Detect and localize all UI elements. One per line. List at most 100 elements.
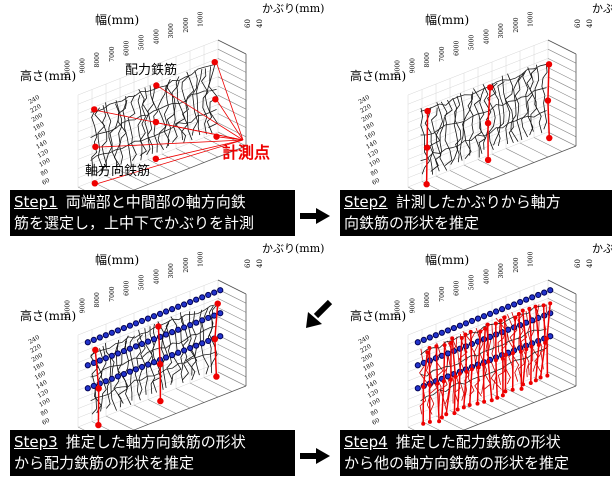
grid-line xyxy=(204,378,232,392)
blue-point xyxy=(499,307,504,312)
blue-point xyxy=(151,314,156,319)
blue-point xyxy=(115,374,120,379)
width-tick-label: 5000 xyxy=(138,35,145,50)
grid-line xyxy=(218,58,246,72)
grid-line xyxy=(218,123,246,137)
width-axis-label: 幅(mm) xyxy=(95,12,139,27)
rebar xyxy=(167,79,175,146)
width-tick-label: 9000 xyxy=(79,298,86,313)
blue-point xyxy=(97,358,102,363)
width-tick-label: 2000 xyxy=(513,257,520,272)
width-tick-label: 9000 xyxy=(409,58,416,73)
blue-point xyxy=(109,330,114,335)
grid-line xyxy=(520,143,548,157)
blue-point xyxy=(445,328,450,333)
cover-tick-label: 60 xyxy=(244,19,252,28)
grid-line xyxy=(548,123,576,137)
height-tick-label: 80 xyxy=(370,408,380,418)
width-tick-label: 7000 xyxy=(439,46,446,61)
grid-line xyxy=(492,154,520,168)
blue-point xyxy=(200,295,205,300)
blue-point xyxy=(194,343,199,348)
width-tick-label: 2000 xyxy=(513,17,520,32)
rebar xyxy=(139,330,146,396)
height-tick-label: 80 xyxy=(40,168,50,178)
caption-text: 両端部と中間部の軸方向鉄 xyxy=(66,193,246,211)
grid-line xyxy=(548,354,576,368)
caption-text: 推定した軸方向鉄筋の形状 xyxy=(66,433,246,451)
grid-line xyxy=(120,411,148,425)
blue-point xyxy=(415,363,420,368)
red-point xyxy=(153,156,159,162)
blue-point xyxy=(139,364,144,369)
grid-line xyxy=(436,176,464,190)
blue-point xyxy=(176,304,181,309)
step-label: Step2 xyxy=(344,193,388,211)
blue-point xyxy=(115,351,120,356)
blue-point xyxy=(163,332,168,337)
red-point xyxy=(92,180,98,186)
width-tick-label: 1000 xyxy=(528,11,535,26)
blue-point xyxy=(518,299,523,304)
width-tick-label: 3000 xyxy=(168,23,175,38)
blue-point xyxy=(109,376,114,381)
blue-point xyxy=(163,355,168,360)
blue-point xyxy=(103,379,108,384)
caption-text: から他の軸方向鉄筋の形状を推定 xyxy=(344,454,569,472)
width-tick-label: 8000 xyxy=(424,52,431,67)
blue-point xyxy=(475,316,480,321)
blue-point xyxy=(133,367,138,372)
grid-line xyxy=(548,114,576,128)
annotation: 配力鉄筋 xyxy=(125,62,177,78)
caption-text: 計測したかぶりから軸方 xyxy=(396,193,561,211)
grid-line xyxy=(218,49,246,63)
blue-point xyxy=(445,351,450,356)
panel: 幅(mm)かぶり(mm)高さ(mm)1000090008000700060005… xyxy=(350,2,612,201)
width-axis-label: 幅(mm) xyxy=(425,252,469,267)
blue-point xyxy=(103,333,108,338)
blue-point xyxy=(169,353,174,358)
grid-line xyxy=(162,154,190,168)
blue-point xyxy=(218,288,223,293)
blue-point xyxy=(536,292,541,297)
step-label: Step3 xyxy=(14,433,58,451)
blue-point xyxy=(200,318,205,323)
blue-point xyxy=(97,335,102,340)
step-label: Step4 xyxy=(344,433,388,451)
width-tick-label: 8000 xyxy=(94,292,101,307)
cover-axis-label: かぶり(mm) xyxy=(592,2,612,15)
grid-line xyxy=(506,389,534,403)
blue-point xyxy=(218,311,223,316)
panel: 幅(mm)かぶり(mm)高さ(mm)1000090008000700060005… xyxy=(350,242,612,441)
grid-line xyxy=(548,298,576,312)
blue-point xyxy=(85,340,90,345)
grid-line xyxy=(548,77,576,91)
rebar xyxy=(138,95,142,160)
grid-line xyxy=(464,165,492,179)
blue-point xyxy=(433,356,438,361)
width-tick-label: 6000 xyxy=(124,280,131,295)
width-tick-label: 6000 xyxy=(124,40,131,55)
grid-line xyxy=(218,298,246,312)
blue-point xyxy=(145,316,150,321)
height-tick-label: 60 xyxy=(41,177,51,187)
width-tick-label: 10000 xyxy=(65,300,72,319)
blue-point xyxy=(218,334,223,339)
blue-point xyxy=(139,341,144,346)
grid-line xyxy=(478,160,506,174)
step-label: Step1 xyxy=(14,193,58,211)
blue-point xyxy=(194,320,199,325)
width-tick-label: 5000 xyxy=(468,35,475,50)
rebar xyxy=(91,352,217,401)
grid-line xyxy=(548,363,576,377)
grid-line xyxy=(218,86,246,100)
grid-line xyxy=(162,394,190,408)
blue-point xyxy=(194,297,199,302)
blue-point xyxy=(182,325,187,330)
width-tick-label: 8000 xyxy=(94,52,101,67)
cover-tick-label: 40 xyxy=(586,259,594,268)
blue-point xyxy=(115,328,120,333)
grid-line xyxy=(506,149,534,163)
blue-point xyxy=(188,299,193,304)
